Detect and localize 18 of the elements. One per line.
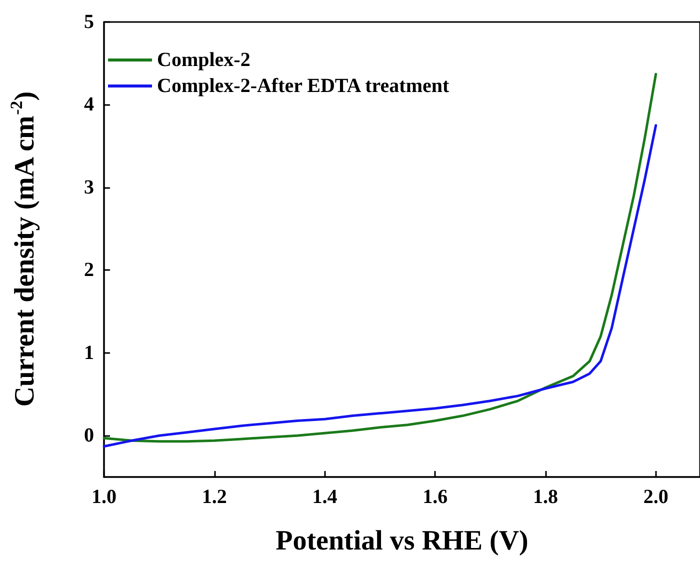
x-tick-label: 1.2 xyxy=(202,486,227,508)
x-tick-label: 2.0 xyxy=(643,486,668,508)
line-series xyxy=(102,72,658,443)
y-tick-label: 5 xyxy=(84,11,94,33)
line-series xyxy=(102,124,658,448)
x-tick-label: 1.6 xyxy=(422,486,448,508)
legend-label: Complex-2 xyxy=(157,49,250,71)
y-tick-label: 0 xyxy=(84,424,94,447)
legend-label: Complex-2-After EDTA treatment xyxy=(157,75,450,97)
y-tick-label: 3 xyxy=(84,176,94,198)
y-tick-label: 4 xyxy=(84,94,94,116)
x-tick-label: 1.8 xyxy=(532,486,558,508)
y-axis-title: Current density (mA cm-2) xyxy=(7,91,40,407)
x-axis-title: Potential vs RHE (V) xyxy=(276,526,528,556)
x-tick-label: 1.4 xyxy=(312,486,338,508)
x-tick-label: 1.0 xyxy=(92,486,116,508)
y-tick-label: 1 xyxy=(84,342,94,364)
y-tick-label: 2 xyxy=(84,259,94,282)
